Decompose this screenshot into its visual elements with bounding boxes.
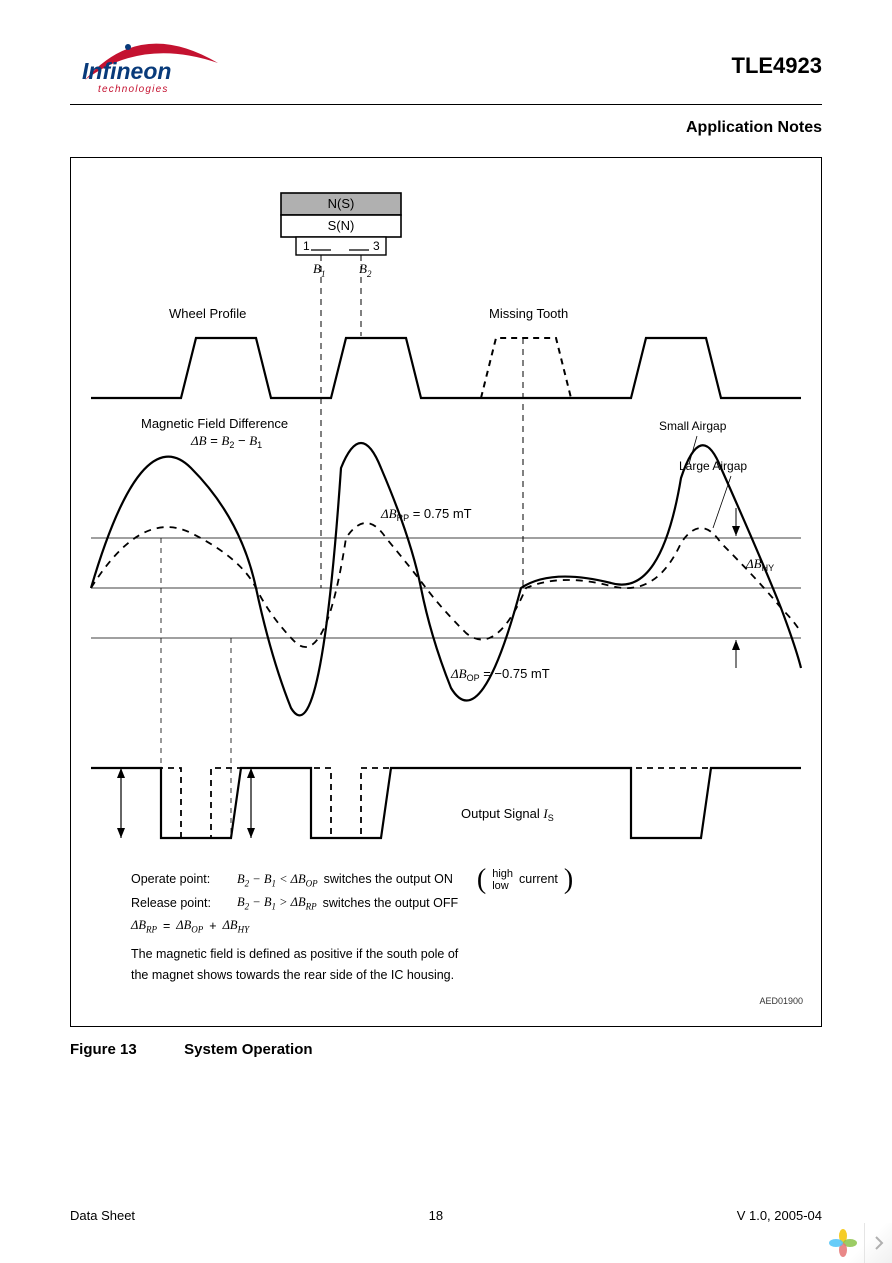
svg-text:ΔBHY: ΔBHY: [745, 556, 774, 573]
svg-text:N(S): N(S): [328, 196, 355, 211]
figure-13-diagram: N(S) S(N) 1 3 B1 B2 Wheel Profile Missin…: [70, 157, 822, 1027]
svg-text:Output Signal IS: Output Signal IS: [461, 806, 554, 823]
system-operation-svg: N(S) S(N) 1 3 B1 B2 Wheel Profile Missin…: [81, 168, 811, 868]
svg-text:Magnetic Field Difference: Magnetic Field Difference: [141, 416, 288, 431]
page-header: Infineon technologies TLE4923: [70, 35, 822, 105]
svg-text:Infineon: Infineon: [82, 58, 171, 84]
infineon-logo: Infineon technologies: [70, 35, 220, 97]
svg-text:Small Airgap: Small Airgap: [659, 419, 727, 433]
svg-text:1: 1: [303, 239, 310, 253]
svg-text:Missing Tooth: Missing Tooth: [489, 306, 568, 321]
diagram-id: AED01900: [759, 996, 803, 1006]
page-footer: Data Sheet 18 V 1.0, 2005-04: [70, 1208, 822, 1223]
petals-icon: [828, 1228, 858, 1258]
formula-block: Operate point: B2 − B1 < ΔBOP switches t…: [131, 868, 573, 986]
figure-caption: Figure 13 System Operation: [70, 1041, 822, 1058]
footer-version: V 1.0, 2005-04: [737, 1208, 822, 1223]
svg-text:S(N): S(N): [328, 218, 355, 233]
section-title: Application Notes: [70, 119, 822, 137]
svg-text:B1: B1: [313, 261, 325, 279]
product-code: TLE4923: [732, 53, 823, 79]
svg-text:technologies: technologies: [98, 84, 169, 95]
footer-page-number: 18: [429, 1208, 443, 1223]
footer-left: Data Sheet: [70, 1208, 135, 1223]
svg-text:ΔBRP = 0.75 mT: ΔBRP = 0.75 mT: [380, 506, 472, 523]
svg-text:Large Airgap: Large Airgap: [679, 459, 747, 473]
svg-text:ΔBOP = −0.75 mT: ΔBOP = −0.75 mT: [450, 666, 550, 683]
svg-text:3: 3: [373, 239, 380, 253]
corner-nav-widget[interactable]: [812, 1223, 892, 1263]
chevron-right-icon: [874, 1235, 884, 1251]
next-page-chevron[interactable]: [864, 1223, 892, 1263]
svg-text:ΔB = B2 − B1: ΔB = B2 − B1: [190, 433, 262, 450]
sensor-block: N(S) S(N) 1 3 B1 B2: [281, 193, 401, 279]
svg-text:Wheel Profile: Wheel Profile: [169, 306, 246, 321]
